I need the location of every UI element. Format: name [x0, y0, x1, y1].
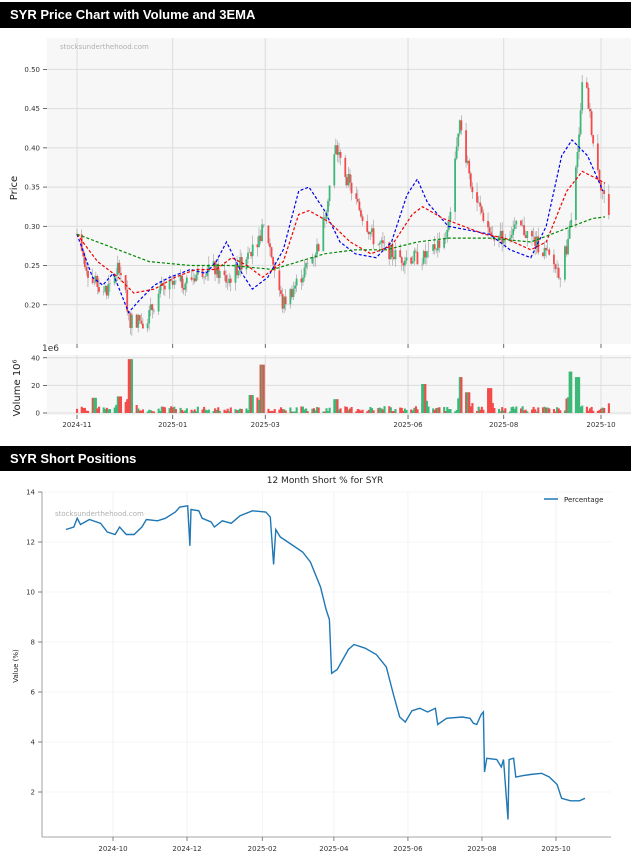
short-gridlines — [42, 491, 611, 837]
short-percentage-chart: 12 Month Short % for SYR 2 4 6 8 10 12 14 2024… — [12, 476, 611, 853]
svg-text:0.25: 0.25 — [24, 262, 40, 270]
price-x-axis: 2024-11 2025-01 2025-03 2025-06 2025-08 2025-… — [62, 344, 616, 429]
svg-text:0: 0 — [36, 410, 40, 418]
svg-text:0.20: 0.20 — [24, 301, 40, 309]
svg-text:2025-06: 2025-06 — [393, 421, 423, 429]
short-percentage-line — [65, 504, 586, 820]
volume-y-label: Volume 10⁶ — [12, 359, 23, 416]
short-y-axis: 2 4 6 8 10 12 14 — [26, 489, 42, 797]
price-chart-header: SYR Price Chart with Volume and 3EMA — [0, 2, 631, 28]
svg-text:0.35: 0.35 — [24, 184, 40, 192]
svg-text:2024-10: 2024-10 — [98, 845, 127, 853]
svg-text:10: 10 — [26, 589, 35, 597]
svg-text:0.50: 0.50 — [24, 66, 40, 74]
svg-text:0.45: 0.45 — [24, 105, 40, 113]
legend-label: Percentage — [564, 496, 603, 504]
svg-text:40: 40 — [31, 354, 40, 362]
svg-text:2025-03: 2025-03 — [251, 421, 280, 429]
ema-lines — [76, 139, 606, 314]
price-volume-chart: 0.20 0.25 0.30 0.35 0.40 0.45 0.50 Price stock… — [9, 38, 631, 429]
svg-text:20: 20 — [31, 382, 40, 390]
svg-text:2025-10: 2025-10 — [586, 421, 615, 429]
svg-text:2024-12: 2024-12 — [172, 845, 201, 853]
svg-text:2025-08: 2025-08 — [467, 845, 496, 853]
svg-text:2025-01: 2025-01 — [158, 421, 187, 429]
svg-text:0.40: 0.40 — [24, 144, 40, 152]
svg-text:8: 8 — [31, 639, 35, 647]
svg-text:2025-02: 2025-02 — [248, 845, 277, 853]
watermark-short: stocksunderthehood.com — [55, 510, 144, 518]
svg-text:4: 4 — [31, 739, 36, 747]
short-legend: Percentage — [544, 496, 603, 504]
svg-text:2025-06: 2025-06 — [393, 845, 423, 853]
volume-offset-label: 1e6 — [42, 344, 59, 354]
svg-text:2: 2 — [31, 789, 35, 797]
volume-bars — [76, 359, 610, 413]
svg-text:2025-08: 2025-08 — [489, 421, 518, 429]
short-x-axis: 2024-10 2024-12 2025-02 2025-04 2025-06 2025-… — [98, 837, 571, 853]
svg-text:2025-04: 2025-04 — [319, 845, 349, 853]
short-positions-header: SYR Short Positions — [0, 446, 631, 471]
short-chart-title: 12 Month Short % for SYR — [267, 476, 384, 486]
short-y-label: Value (%) — [12, 649, 20, 683]
svg-text:2024-11: 2024-11 — [62, 421, 91, 429]
volume-y-axis: 0 20 40 — [31, 354, 47, 418]
price-candles — [76, 75, 610, 336]
svg-text:0.30: 0.30 — [24, 223, 40, 231]
price-plot-area — [47, 38, 631, 344]
svg-text:2025-10: 2025-10 — [541, 845, 570, 853]
svg-text:6: 6 — [31, 689, 36, 697]
svg-text:12: 12 — [26, 539, 35, 547]
price-y-label: Price — [9, 176, 20, 200]
watermark: stocksunderthehood.com — [60, 43, 149, 51]
svg-text:14: 14 — [26, 489, 35, 497]
price-y-axis: 0.20 0.25 0.30 0.35 0.40 0.45 0.50 — [24, 66, 47, 309]
